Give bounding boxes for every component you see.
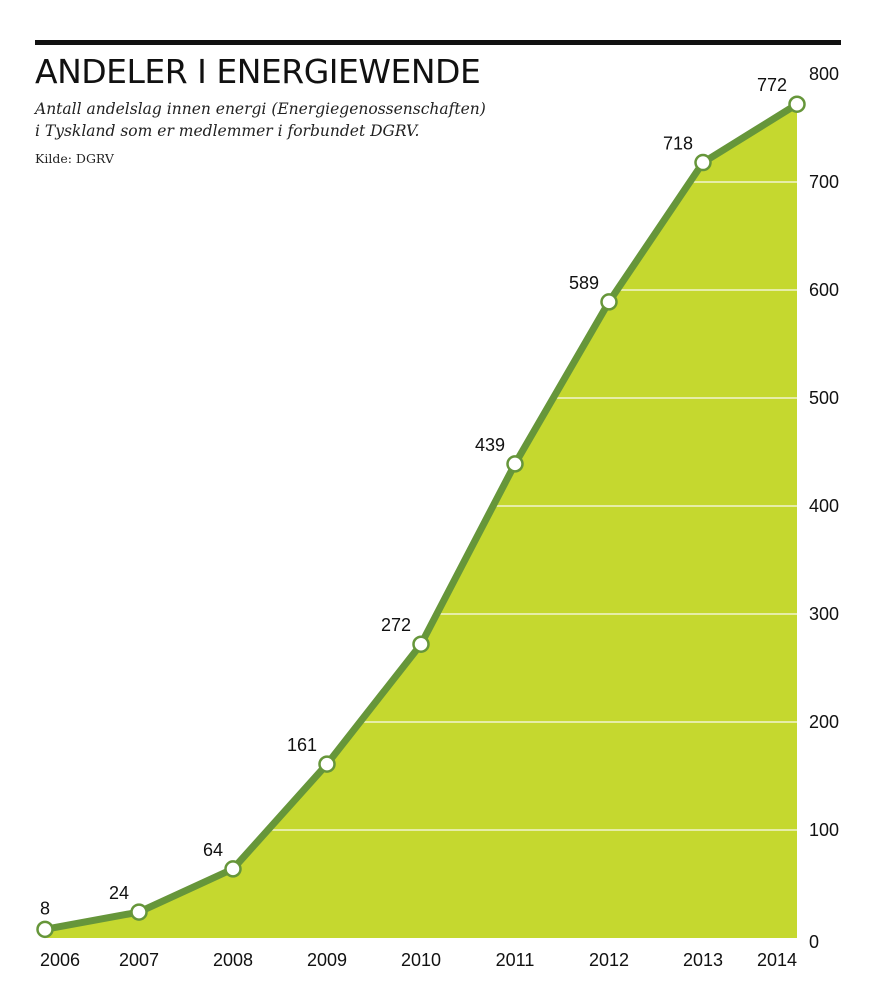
x-tick-label: 2011 <box>496 950 535 970</box>
data-point <box>788 95 806 113</box>
x-tick-label: 2006 <box>40 950 80 970</box>
data-label: 772 <box>757 75 787 95</box>
area-fill <box>45 104 797 939</box>
data-point <box>506 455 524 473</box>
y-tick-label: 100 <box>809 820 839 840</box>
y-tick-label: 800 <box>809 64 839 84</box>
x-tick-label: 2012 <box>589 950 629 970</box>
data-label: 8 <box>40 898 50 918</box>
y-tick-label: 400 <box>809 496 839 516</box>
data-label: 64 <box>203 840 223 860</box>
data-point <box>412 635 430 653</box>
data-point <box>600 293 618 311</box>
x-tick-label: 2009 <box>307 950 347 970</box>
x-tick-label: 2014 <box>757 950 797 970</box>
y-tick-label: 600 <box>809 280 839 300</box>
data-label: 439 <box>475 435 505 455</box>
data-point <box>318 755 336 773</box>
chart-subtitle: Antall andelslag innen energi (Energiege… <box>35 98 555 142</box>
data-label: 24 <box>109 883 129 903</box>
data-label: 161 <box>287 735 317 755</box>
x-tick-label: 2010 <box>401 950 441 970</box>
data-point <box>694 153 712 172</box>
top-rule <box>35 40 841 45</box>
y-tick-label: 700 <box>809 172 839 192</box>
subtitle-line-1: Antall andelslag innen energi (Energiege… <box>35 100 486 118</box>
y-tick-label: 300 <box>809 604 839 624</box>
y-tick-label: 200 <box>809 712 839 732</box>
x-tick-label: 2008 <box>213 950 253 970</box>
data-label: 589 <box>569 273 599 293</box>
data-point <box>130 903 148 921</box>
x-tick-label: 2013 <box>683 950 723 970</box>
y-tick-label: 0 <box>809 932 819 952</box>
data-label: 718 <box>663 134 693 154</box>
subtitle-line-2: i Tyskland som er medlemmer i forbundet … <box>35 122 420 140</box>
data-point <box>36 920 54 939</box>
x-tick-label: 2007 <box>119 950 159 970</box>
chart-source: Kilde: DGRV <box>35 151 114 166</box>
data-point <box>224 860 242 878</box>
chart-title: ANDELER I ENERGIEWENDE <box>35 52 481 91</box>
data-label: 272 <box>381 615 411 635</box>
y-tick-label: 500 <box>809 388 839 408</box>
